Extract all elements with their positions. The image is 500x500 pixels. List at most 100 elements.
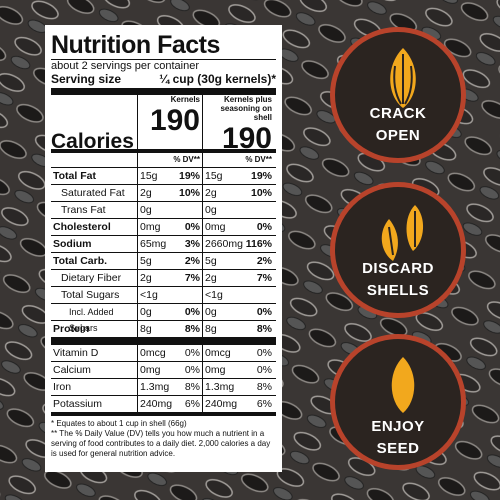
footnote: ** The % Daily Value (DV) tells you how … [51,429,271,458]
nutrient-row: Vitamin D 0mcg 0% 0mcg 0% [51,344,276,361]
nutrient-name: Saturated Fat [61,187,125,199]
daily-value: 8% [256,323,272,335]
nutrient-name: Total Fat [53,170,96,182]
cell: 15g 19% [137,168,202,184]
daily-value: 0% [256,221,272,233]
cell: 0mg 0% [202,219,274,235]
daily-value: 0% [256,364,272,376]
nutrient-row: Trans Fat 0g 0g [51,201,276,218]
dv-header: % DV** [202,153,274,167]
daily-value: 19% [178,170,200,182]
calories-label: Calories [51,130,134,153]
amount: 8g [205,323,217,335]
amount: 5g [140,255,152,267]
cell: 1.3mg 8% [137,379,202,395]
amount: 5g [205,255,217,267]
col-header: Kernels plus seasoning on shell [220,95,272,122]
cell: 2g 10% [137,185,202,201]
amount: 0g [205,306,217,318]
badge-text: ENJOY [371,418,425,435]
nutrient-row: Potassium 240mg 6% 240mg 6% [51,395,276,412]
nutrient-row: Total Carb. 5g 2% 5g 2% [51,252,276,269]
badge-text: SHELLS [366,282,430,299]
daily-value: 0% [256,306,272,318]
cell: 0mg 0% [137,219,202,235]
daily-value: 2% [256,255,272,267]
badge-text: SEED [376,440,420,457]
amount: 0g [140,306,152,318]
amount: 0mg [140,364,161,376]
daily-value: 6% [256,398,272,410]
daily-value: 7% [256,272,272,284]
daily-value: 3% [184,238,200,250]
nutrient-row: Total Sugars <1g <1g [51,286,276,303]
cell: 15g 19% [202,168,274,184]
cell: 0mg 0% [137,362,202,378]
servings: about 2 servings per container [51,60,199,72]
amount: 0mg [205,221,226,233]
cell: <1g [137,287,202,303]
daily-value: 0% [184,364,200,376]
cell: 5g 2% [137,253,202,269]
daily-value: 10% [250,187,272,199]
amount: 1.3mg [140,381,170,393]
badge-text: CRACK [369,105,427,122]
daily-value: 0% [184,347,200,359]
nutrient-name: Sodium [53,238,92,250]
serving-label: Serving size [51,72,122,86]
daily-value: 116% [245,238,272,250]
cell: 5g 2% [202,253,274,269]
cell: 2660mg 116% [202,236,274,252]
cell: 2g 7% [202,270,274,286]
calories: 190 [149,104,200,137]
nutrient-name: Trans Fat [61,204,106,216]
nutrient-name: Iron [53,381,72,393]
cell: 8g 8% [137,321,202,337]
amount: 0mg [205,364,226,376]
daily-value: 0% [256,347,272,359]
daily-value: 19% [250,170,272,182]
amount: 0g [205,204,217,216]
cell: 1.3mg 8% [202,379,274,395]
cell: 2g 7% [137,270,202,286]
badge: DISCARD SHELLS [330,182,466,318]
badge-text: OPEN [375,127,421,144]
cell: 0g 0% [202,304,274,336]
nutrient-name: Total Sugars [61,289,120,301]
cell: 0g 0% [137,304,202,336]
col-header: Kernels [170,95,200,104]
nutrient-row: Dietary Fiber 2g 7% 2g 7% [51,269,276,286]
amount: 8g [140,323,152,335]
daily-value: 0% [184,306,200,318]
amount: 2g [140,272,152,284]
amount: 15g [140,170,158,182]
daily-value: 8% [184,323,200,335]
amount: 2660mg [205,238,243,250]
nutrient-row: Iron 1.3mg 8% 1.3mg 8% [51,378,276,395]
nutrient-name: Dietary Fiber [61,272,122,284]
badge-text: DISCARD [362,260,434,277]
dv-header: % DV** [137,153,202,167]
nutrient-row: Incl. Added Sugars 0g 0% 0g 0% [51,303,276,336]
cell: 0mcg 0% [202,345,274,361]
cell: 8g 8% [202,321,274,337]
amount: 15g [205,170,223,182]
daily-value: 2% [184,255,200,267]
amount: 65mg [140,238,167,250]
nutrient-name: Incl. Added Sugars [69,307,114,333]
amount: 2g [205,272,217,284]
cell: 65mg 3% [137,236,202,252]
cell: <1g [202,287,274,303]
cell: 0g [137,202,202,218]
nutrient-name: Potassium [53,398,103,410]
nutrient-name: Cholesterol [53,221,111,233]
daily-value: 8% [256,381,272,393]
calories: 190 [221,122,272,155]
nutrient-row: Protein 8g 8% 8g 8% [51,320,276,337]
amount: 2g [205,187,217,199]
nutrient-name: Calcium [53,364,91,376]
nutrient-name: Protein [53,323,90,335]
badge: ENJOY SEED [330,334,466,470]
daily-value: 0% [184,221,200,233]
nutrient-name: Total Carb. [53,255,108,267]
